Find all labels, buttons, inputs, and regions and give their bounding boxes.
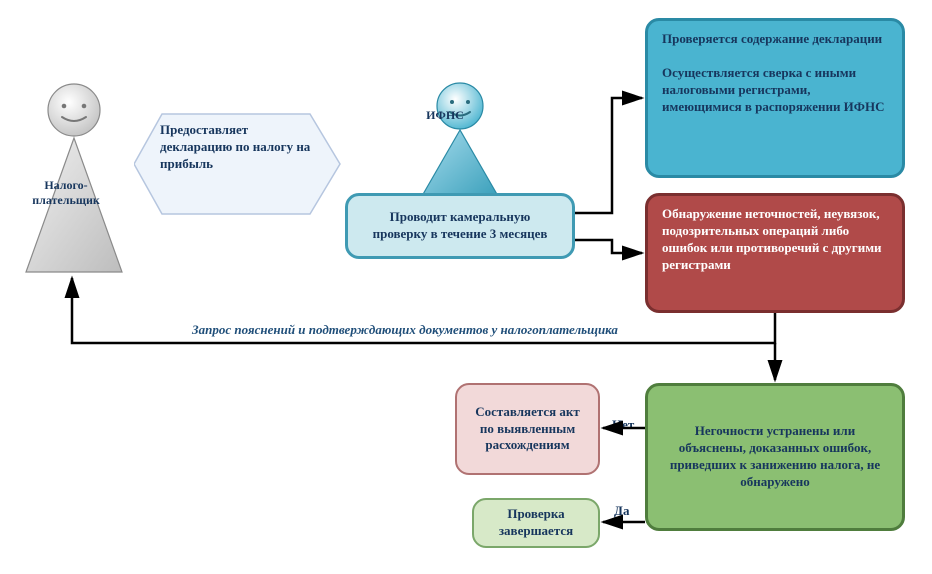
act-box: Составляется акт по выявленным расхожден… bbox=[455, 383, 600, 475]
ifns-label: ИФНС bbox=[415, 108, 475, 123]
ifns-figure bbox=[412, 80, 508, 200]
edge-label-yes: Да bbox=[614, 503, 629, 519]
taxpayer-label: Налого- плательщик bbox=[6, 178, 126, 208]
check-content-box: Проверяется содержание декларации Осущес… bbox=[645, 18, 905, 178]
resolved-box: Негочности устранены или объяснены, дока… bbox=[645, 383, 905, 531]
found-errors-box: Обнаружение неточностей, неувязок, подоз… bbox=[645, 193, 905, 313]
edge-audit-to-check bbox=[575, 98, 642, 213]
audit-3-months-box: Проводит камеральную проверку в течение … bbox=[345, 193, 575, 259]
done-box: Проверка завершается bbox=[472, 498, 600, 548]
request-annotation: Запрос пояснений и подтверждающих докуме… bbox=[192, 322, 618, 338]
edge-label-no: Нет bbox=[612, 417, 634, 433]
submit-hexagon: Предоставляет декларацию по налогу на пр… bbox=[160, 122, 320, 173]
edge-audit-to-errors bbox=[575, 240, 642, 253]
